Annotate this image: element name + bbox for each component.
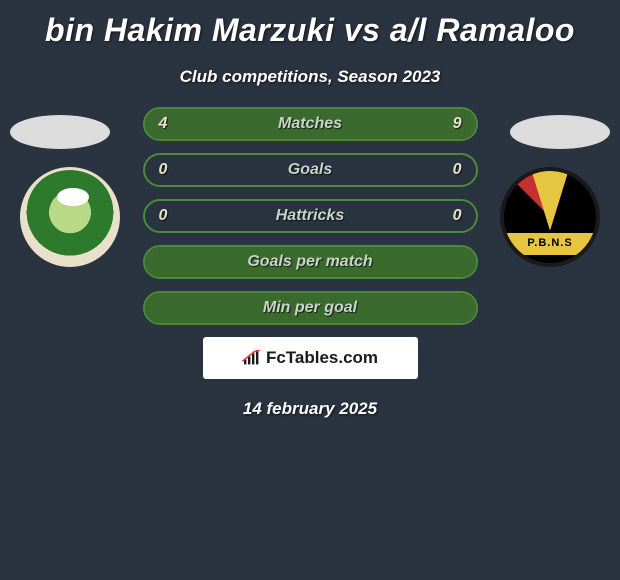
stat-label: Matches <box>278 115 342 133</box>
player-right-ellipse <box>510 115 610 149</box>
comparison-panel: P.B.N.S 4 Matches 9 0 Goals 0 0 Hattrick… <box>0 107 620 419</box>
stat-row-goals-per-match: Goals per match <box>143 245 478 279</box>
stat-label: Min per goal <box>263 299 357 317</box>
stat-row-hattricks: 0 Hattricks 0 <box>143 199 478 233</box>
subtitle: Club competitions, Season 2023 <box>0 67 620 87</box>
stat-row-min-per-goal: Min per goal <box>143 291 478 325</box>
stat-bars: 4 Matches 9 0 Goals 0 0 Hattricks 0 Goal… <box>143 107 478 325</box>
date-label: 14 february 2025 <box>0 399 620 419</box>
player-left-ellipse <box>10 115 110 149</box>
chart-icon <box>242 350 262 366</box>
stat-row-goals: 0 Goals 0 <box>143 153 478 187</box>
stat-label: Goals <box>288 161 332 179</box>
crest-right-band: P.B.N.S <box>504 233 596 255</box>
stat-value-left: 4 <box>159 115 168 133</box>
stat-value-right: 0 <box>453 161 462 179</box>
source-logo-text: FcTables.com <box>266 348 378 368</box>
stat-row-matches: 4 Matches 9 <box>143 107 478 141</box>
stat-value-right: 0 <box>453 207 462 225</box>
club-crest-right: P.B.N.S <box>500 167 600 267</box>
stat-value-right: 9 <box>453 115 462 133</box>
source-logo: FcTables.com <box>203 337 418 379</box>
club-crest-left <box>20 167 120 267</box>
stat-value-left: 0 <box>159 207 168 225</box>
stat-label: Goals per match <box>247 253 372 271</box>
stat-label: Hattricks <box>276 207 344 225</box>
page-title: bin Hakim Marzuki vs a/l Ramaloo <box>0 0 620 49</box>
stat-value-left: 0 <box>159 161 168 179</box>
